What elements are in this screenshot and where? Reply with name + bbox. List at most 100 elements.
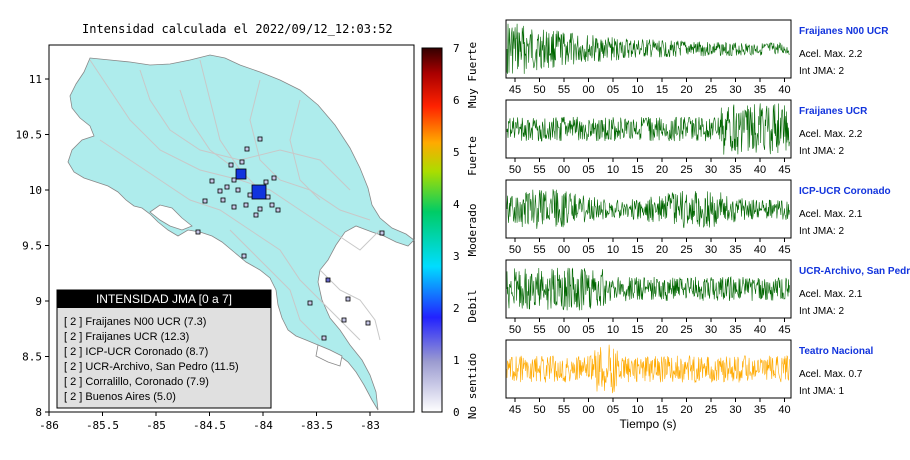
time-tick-label: 45: [778, 244, 790, 256]
time-tick-label: 00: [582, 84, 594, 96]
x-tick-label: -86: [39, 419, 59, 432]
legend-item: [ 2 ] Buenos Aires (5.0): [64, 391, 176, 403]
station-name: ICP-UCR Coronado: [799, 186, 891, 197]
legend-item: [ 2 ] Fraijanes N00 UCR (7.3): [64, 316, 206, 328]
time-tick-label: 15: [631, 324, 643, 336]
time-tick-label: 50: [509, 164, 521, 176]
y-tick-label: 10: [29, 184, 42, 197]
colorbar-tick: 2: [453, 302, 460, 315]
waveform-trace: [506, 103, 790, 155]
time-tick-label: 45: [509, 404, 521, 416]
y-tick-label: 8: [35, 406, 42, 419]
time-tick-label: 50: [533, 84, 545, 96]
time-tick-label: 10: [607, 164, 619, 176]
road-network: [89, 59, 381, 341]
x-tick-label: -84: [253, 419, 273, 432]
colorbar: [421, 47, 443, 413]
legend-item: [ 2 ] Fraijanes UCR (12.3): [64, 331, 189, 343]
time-tick-label: 50: [533, 404, 545, 416]
time-tick-label: 25: [680, 164, 692, 176]
seismogram-panel: 45 50 55 00 05 10 15 20 25 30 35 40 Teatro Nacional A…: [505, 339, 873, 416]
time-tick-label: 35: [729, 244, 741, 256]
legend-box: [56, 289, 272, 409]
time-tick-label: 50: [509, 244, 521, 256]
colorbar-label: Debil: [466, 289, 479, 322]
time-tick-label: 05: [582, 244, 594, 256]
station-accel: Acel. Max. 2.2: [799, 49, 863, 60]
time-tick-label: 35: [729, 324, 741, 336]
colorbar-label: Muy Fuerte: [466, 42, 479, 108]
time-tick-label: 05: [582, 324, 594, 336]
time-tick-label: 40: [778, 84, 790, 96]
colorbar-tick: 5: [453, 146, 460, 159]
legend-item: [ 2 ] UCR-Archivo, San Pedro (11.5): [64, 361, 239, 373]
time-tick-label: 15: [631, 164, 643, 176]
colorbar-label: Fuerte: [466, 136, 479, 176]
time-tick-label: 20: [656, 244, 668, 256]
station-jma: Int JMA: 2: [799, 66, 844, 77]
time-tick-label: 55: [533, 324, 545, 336]
station-accel: Acel. Max. 0.7: [799, 369, 863, 380]
time-tick-label: 30: [705, 244, 717, 256]
station-name: UCR-Archivo, San Pedro: [799, 266, 910, 277]
time-tick-label: 35: [754, 84, 766, 96]
x-tick-label: -85.5: [86, 419, 119, 432]
colorbar-labels: No sentido Debil Moderado Fuerte Muy Fuerte: [466, 42, 479, 419]
time-tick-label: 20: [680, 84, 692, 96]
station-name: Teatro Nacional: [799, 346, 873, 357]
time-tick-label: 35: [729, 164, 741, 176]
station-name: Fraijanes N00 UCR: [799, 26, 889, 37]
time-tick-label: 40: [754, 244, 766, 256]
station-markers: [195, 136, 385, 341]
time-tick-label: 45: [778, 324, 790, 336]
time-tick-label: 00: [558, 164, 570, 176]
time-tick-label: 55: [558, 84, 570, 96]
colorbar-tick: 6: [453, 94, 460, 107]
legend-item: [ 2 ] Corralillo, Coronado (7.9): [64, 376, 209, 388]
time-tick-label: 20: [656, 164, 668, 176]
legend-header: [57, 290, 271, 308]
map-y-axis: 11 10.5 10 9.5 9 8.5 8: [16, 73, 49, 419]
time-tick-label: 40: [778, 404, 790, 416]
waveform-trace: [506, 189, 790, 229]
seismogram-panel: 45 50 55 00 05 10 15 20 25 30 35 40 Fraijanes N00 UC…: [505, 19, 889, 96]
seismogram-panel: 50 55 00 05 10 15 20 25 30 35 40 45 ICP-UCR Coronado…: [505, 179, 891, 256]
seismogram-panel: 50 55 00 05 10 15 20 25 30 35 40 45 UCR-Archivo, San…: [505, 259, 910, 336]
y-tick-label: 9.5: [22, 240, 42, 253]
time-tick-label: 55: [533, 244, 545, 256]
station-jma: Int JMA: 2: [799, 146, 844, 157]
costa-rica-land: [67, 54, 415, 411]
legend-items: [ 2 ] Fraijanes N00 UCR (7.3) [ 2 ] Fraij…: [64, 316, 239, 403]
time-tick-label: 05: [607, 84, 619, 96]
time-tick-label: 40: [754, 164, 766, 176]
y-tick-label: 11: [29, 73, 42, 86]
time-tick-label: 45: [509, 84, 521, 96]
waveform-trace: [506, 23, 790, 74]
time-tick-label: 10: [631, 404, 643, 416]
colorbar-label: Moderado: [466, 204, 479, 257]
time-tick-label: 10: [607, 324, 619, 336]
time-tick-label: 15: [631, 244, 643, 256]
time-tick-label: 30: [729, 404, 741, 416]
time-tick-label: 00: [558, 244, 570, 256]
time-tick-label: 20: [656, 324, 668, 336]
time-tick-label: 00: [582, 404, 594, 416]
x-tick-label: -85: [146, 419, 166, 432]
station-accel: Acel. Max. 2.1: [799, 289, 863, 300]
time-tick-label: 20: [680, 404, 692, 416]
colorbar-tick: 0: [453, 406, 460, 419]
colorbar-tick: 4: [453, 198, 460, 211]
time-tick-label: 50: [509, 324, 521, 336]
time-tick-label: 05: [582, 164, 594, 176]
legend-title: INTENSIDAD JMA [0 a 7]: [96, 292, 232, 306]
waveform-trace: [506, 267, 790, 311]
colorbar-tick: 7: [453, 42, 460, 55]
y-tick-label: 9: [35, 295, 42, 308]
station-marker-highlight: [251, 184, 267, 200]
x-axis-label: Tiempo (s): [620, 417, 677, 431]
time-tick-label: 10: [607, 244, 619, 256]
station-jma: Int JMA: 2: [799, 226, 844, 237]
time-tick-label: 30: [729, 84, 741, 96]
time-tick-label: 35: [754, 404, 766, 416]
